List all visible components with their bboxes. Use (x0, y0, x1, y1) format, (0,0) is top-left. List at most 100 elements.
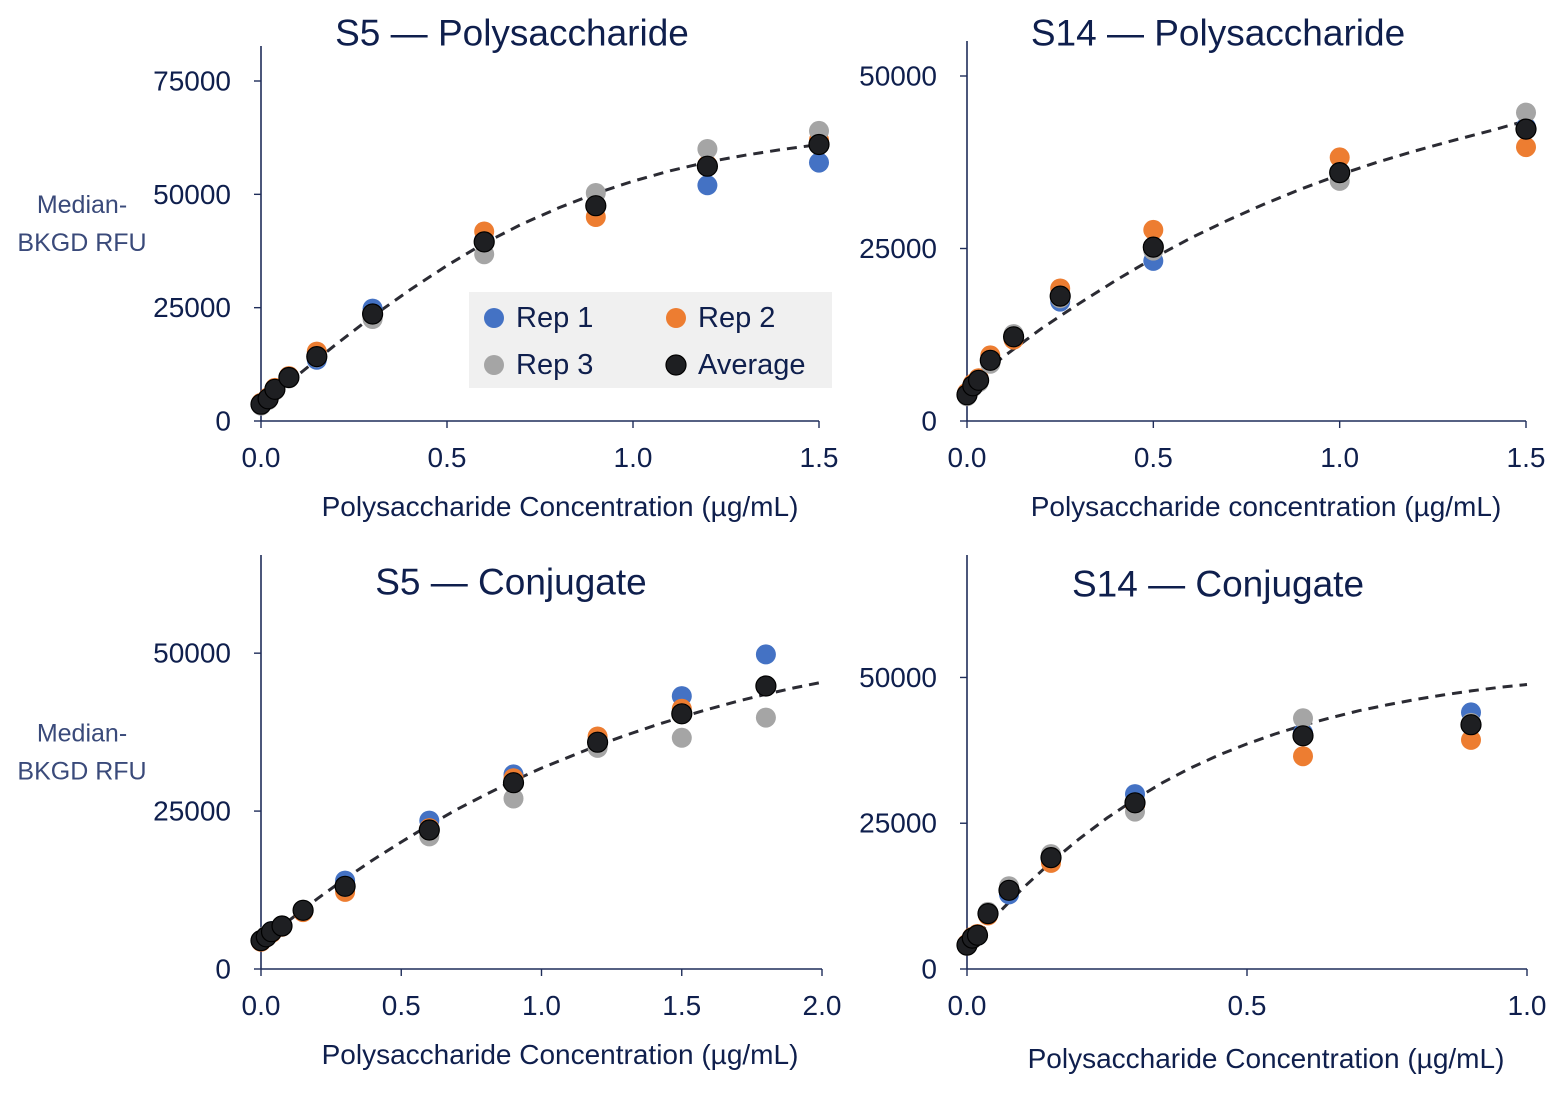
data-point-average (1460, 714, 1482, 736)
data-point-average (1124, 792, 1146, 814)
data-point-average (1292, 725, 1314, 747)
data-point-average (362, 303, 384, 325)
data-point-average (264, 378, 286, 400)
fit-curve (260, 143, 820, 407)
chart-panel-2: S14 — Polysaccharide 0.0 0.5 1.0 1.5 0 25000 50… (859, 13, 1545, 523)
chart-title: S5 — Polysaccharide (335, 13, 689, 54)
y-tick-label: 25000 (153, 292, 231, 323)
data-point-average (502, 772, 525, 794)
data-point-rep-2 (1461, 729, 1481, 750)
chart-panel-4: S14 — Conjugate 0.0 0.5 1.0 0 25000 50000 Polys… (859, 555, 1546, 1074)
data-point-rep-2 (1143, 219, 1164, 240)
x-axis-label: Polysaccharide Concentration (µg/mL) (322, 1039, 799, 1070)
legend-label: Rep 1 (516, 302, 593, 334)
data-point-average (334, 875, 356, 897)
y-tick-label: 50000 (153, 179, 231, 210)
data-point-average (278, 366, 300, 389)
x-axis-label: Polysaccharide Concentration (µg/mL) (1028, 1043, 1505, 1074)
chart-title: S14 — Polysaccharide (1031, 13, 1405, 54)
data-point-average (755, 675, 777, 697)
chart-panel-3: S5 — Conjugate 0.0 0.5 1.0 1.5 2.0 0 25000 50000… (17, 555, 841, 1070)
data-point-average (1515, 118, 1537, 140)
data-point-rep-3 (755, 707, 776, 728)
data-point-average (1142, 236, 1164, 258)
y-axis-label: Median-BKGD RFU (17, 191, 146, 257)
legend-marker (484, 308, 504, 328)
x-tick-label: 0.0 (948, 442, 987, 473)
data-point-rep-1 (809, 152, 829, 173)
x-tick-label: 0.0 (242, 990, 281, 1021)
data-point-average (998, 879, 1020, 901)
y-tick-label: 0 (921, 954, 937, 985)
legend-label: Rep 2 (698, 302, 775, 334)
y-tick-label: 50000 (859, 662, 937, 693)
series-rep-2 (957, 729, 1481, 954)
y-tick-label: 50000 (859, 61, 937, 92)
series-rep-1 (957, 117, 1536, 405)
chart-panel-1: S5 — Polysaccharide 0.0 0.5 1.0 1.5 0 25000 500… (17, 13, 838, 523)
x-tick-label: 1.5 (1507, 442, 1546, 473)
data-point-average (1040, 846, 1062, 869)
legend-marker (484, 355, 504, 375)
series-rep-3 (251, 707, 776, 950)
x-tick-label: 1.5 (662, 990, 701, 1021)
legend-item-rep3: Rep 3 (484, 349, 593, 381)
legend-item-rep2: Rep 2 (666, 302, 775, 334)
data-point-average (418, 819, 440, 841)
data-point-average (306, 346, 328, 368)
fit-curve (260, 680, 823, 944)
legend-label: Average (698, 349, 806, 381)
legend-item-average: Average (665, 349, 806, 381)
y-tick-label: 75000 (153, 66, 231, 97)
series-average (250, 133, 830, 415)
chart-title: S14 — Conjugate (1072, 564, 1364, 605)
x-tick-label: 0.5 (382, 990, 421, 1021)
data-point-rep-3 (671, 727, 692, 748)
y-tick-label: 25000 (859, 233, 937, 264)
x-tick-label: 1.0 (522, 990, 561, 1021)
data-point-average (292, 899, 314, 921)
data-point-average (696, 155, 719, 177)
x-tick-label: 1.0 (1508, 990, 1547, 1021)
y-axis-label: Median-BKGD RFU (17, 720, 146, 786)
data-point-average (1049, 285, 1071, 307)
series-average (956, 118, 1537, 406)
series-rep-2 (957, 137, 1536, 403)
data-point-average (977, 902, 999, 925)
series-rep-2 (251, 676, 776, 952)
x-tick-label: 0.5 (428, 442, 467, 473)
data-point-average (586, 731, 609, 753)
data-point-rep-3 (503, 788, 524, 809)
y-tick-label: 0 (921, 406, 937, 437)
y-tick-label: 0 (215, 406, 231, 437)
legend-background (469, 292, 832, 388)
data-point-average (1002, 326, 1025, 348)
fit-curve (965, 683, 1528, 948)
y-tick-label: 0 (215, 954, 231, 985)
legend-marker (665, 354, 687, 376)
data-point-rep-1 (755, 644, 776, 665)
data-point-average (271, 915, 293, 937)
legend-marker (666, 308, 686, 328)
legend-label: Rep 3 (516, 349, 593, 381)
data-point-average (808, 133, 830, 156)
series-rep-3 (957, 102, 1536, 407)
legend: Rep 1 Rep 2 Rep 3 Average (469, 292, 832, 388)
data-point-average (979, 349, 1001, 371)
chart-title: S5 — Conjugate (375, 562, 647, 603)
fit-curve (966, 119, 1527, 387)
y-tick-label: 50000 (153, 638, 231, 669)
x-tick-label: 1.5 (800, 442, 839, 473)
x-axis-label: Polysaccharide Concentration (µg/mL) (322, 491, 799, 522)
x-tick-label: 0.0 (948, 990, 987, 1021)
data-point-average (585, 195, 607, 217)
data-point-rep-2 (1293, 746, 1313, 767)
data-point-average (473, 231, 495, 253)
series-rep-3 (957, 708, 1481, 956)
data-point-average (1329, 162, 1351, 184)
data-point-rep-2 (1516, 137, 1536, 158)
x-tick-label: 1.0 (1320, 442, 1359, 473)
data-point-average (671, 703, 693, 725)
data-point-rep-3 (1293, 708, 1313, 729)
